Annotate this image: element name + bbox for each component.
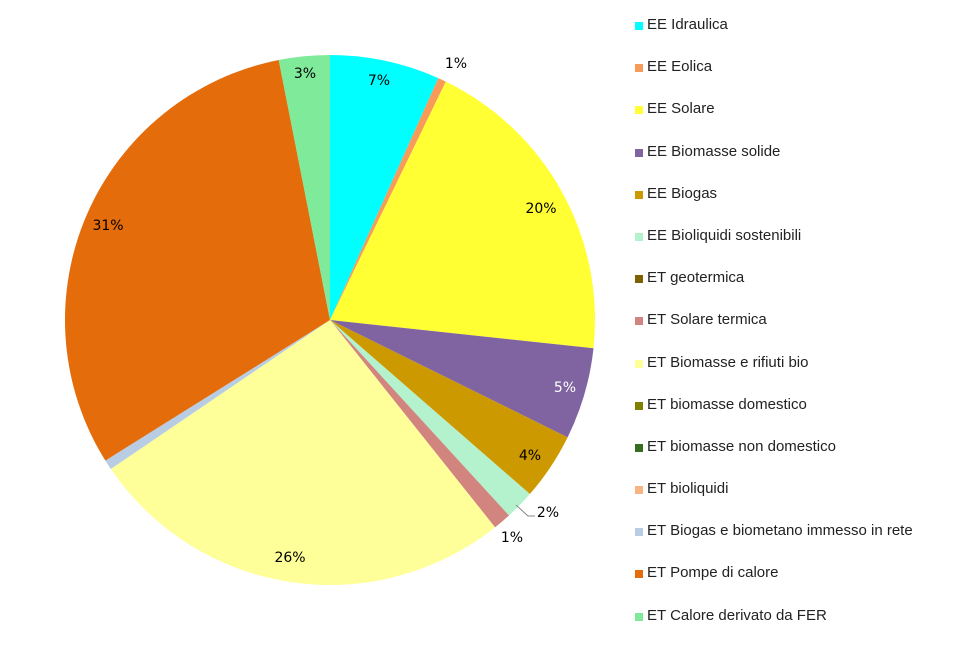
data-label: 31% <box>92 218 123 234</box>
legend-label: ET biomasse domestico <box>647 395 807 413</box>
data-label: 1% <box>501 530 523 546</box>
legend-label: ET Calore derivato da FER <box>647 606 827 624</box>
legend-label: EE Biomasse solide <box>647 142 781 160</box>
legend-swatch <box>635 106 643 115</box>
legend-swatch <box>635 275 643 284</box>
pie-slice <box>330 81 595 349</box>
legend-label: ET bioliquidi <box>647 480 729 498</box>
legend-swatch <box>635 359 643 368</box>
legend-label: ET Biomasse e rifiuti bio <box>647 353 809 371</box>
legend-item: EE Bioliquidi sostenibili <box>635 227 913 269</box>
data-label: 5% <box>554 380 576 396</box>
legend-item: ET biomasse non domestico <box>635 438 913 480</box>
legend-label: ET Biogas e biometano immesso in rete <box>647 522 913 540</box>
legend-swatch <box>635 528 643 537</box>
pie-slice <box>330 320 594 438</box>
data-label: 2% <box>537 505 559 521</box>
legend-swatch <box>635 401 643 410</box>
data-label: 26% <box>274 550 305 566</box>
data-label: 1% <box>445 56 467 72</box>
legend-item: EE Solare <box>635 100 913 142</box>
legend-swatch <box>635 486 643 495</box>
pie-slice <box>330 55 439 320</box>
pie-slice <box>105 320 330 469</box>
legend-label: ET geotermica <box>647 269 745 287</box>
legend-swatch <box>635 232 643 241</box>
legend-label: ET biomasse non domestico <box>647 437 836 455</box>
pie-slice <box>330 320 568 494</box>
legend-label: EE Bioliquidi sostenibili <box>647 226 802 244</box>
data-label: 3% <box>294 66 316 82</box>
legend-swatch <box>635 22 643 30</box>
pie-slice <box>330 78 446 321</box>
legend-label: ET Solare termica <box>647 311 767 329</box>
legend-label: ET Pompe di calore <box>647 564 779 582</box>
legend-swatch <box>635 64 643 73</box>
legend-item: EE Biomasse solide <box>635 143 913 185</box>
legend-label: EE Solare <box>647 100 715 118</box>
legend-item: ET geotermica <box>635 269 913 311</box>
leader-line <box>515 504 535 517</box>
legend-swatch <box>635 317 643 326</box>
legend-item: ET bioliquidi <box>635 480 913 522</box>
legend-swatch <box>635 148 643 157</box>
legend-label: EE Idraulica <box>647 16 728 33</box>
legend-label: EE Biogas <box>647 184 718 202</box>
legend-item: ET Pompe di calore <box>635 564 913 606</box>
legend-item: EE Eolica <box>635 58 913 100</box>
data-label: 7% <box>368 73 390 89</box>
legend-item: EE Biogas <box>635 185 913 227</box>
legend: EE Idraulica EE Eolica EE Solare EE Biomass… <box>635 16 913 649</box>
legend-swatch <box>635 190 643 199</box>
legend-swatch <box>635 443 643 452</box>
legend-item: ET Biogas e biometano immesso in rete <box>635 522 913 564</box>
legend-swatch <box>635 570 643 579</box>
legend-item: EE Idraulica <box>635 16 913 58</box>
legend-swatch <box>635 612 643 621</box>
legend-item: ET Biomasse e rifiuti bio <box>635 354 913 396</box>
pie-slice <box>330 320 509 528</box>
legend-label: EE Eolica <box>647 58 713 76</box>
pie-slice <box>110 320 496 585</box>
data-label: 4% <box>519 448 541 464</box>
pie-slice <box>65 60 330 461</box>
data-label: 20% <box>525 201 556 217</box>
legend-item: ET biomasse domestico <box>635 396 913 438</box>
pie-slice <box>330 320 530 516</box>
pie-slice <box>278 55 330 320</box>
legend-item: ET Calore derivato da FER <box>635 607 913 649</box>
legend-item: ET Solare termica <box>635 311 913 353</box>
